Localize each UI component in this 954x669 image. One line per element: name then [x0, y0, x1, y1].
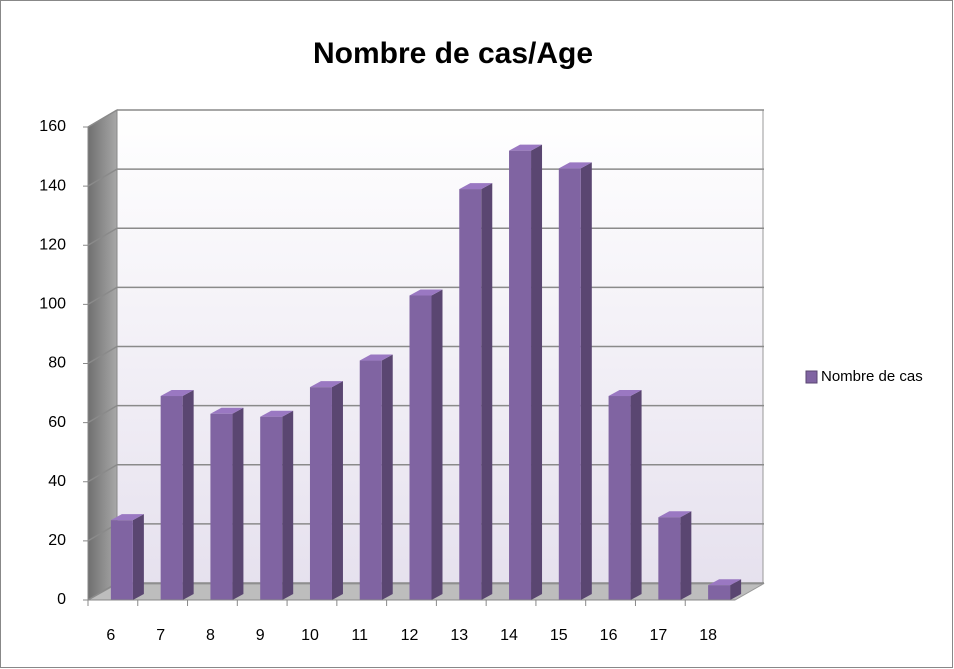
bar	[359, 360, 382, 600]
bar-top	[708, 579, 742, 586]
y-tick-label: 140	[39, 177, 66, 194]
grid-line	[87, 404, 118, 424]
bar-side	[331, 381, 343, 600]
bar-top	[658, 511, 692, 518]
bar-side	[282, 410, 294, 600]
x-tick-label: 8	[206, 627, 215, 644]
y-tick-label: 80	[48, 355, 66, 372]
bar-top	[509, 144, 543, 151]
bar-top	[210, 407, 244, 414]
x-tick-label: 18	[699, 627, 717, 644]
grid-line	[87, 345, 118, 365]
x-tick-label: 7	[156, 627, 165, 644]
bar-top	[558, 162, 592, 169]
y-tick-label: 0	[57, 591, 66, 608]
plot	[83, 109, 764, 606]
x-tick-label: 12	[401, 627, 419, 644]
bar-top	[309, 381, 343, 388]
bar	[260, 416, 283, 600]
y-tick-label: 100	[39, 296, 66, 313]
bar	[210, 413, 233, 600]
bar	[459, 189, 482, 601]
x-tick-label: 11	[351, 627, 368, 644]
bar	[608, 396, 631, 600]
x-tick-label: 14	[500, 627, 518, 644]
bar-top	[110, 514, 144, 521]
bar-side	[232, 407, 244, 600]
bar-side	[182, 390, 194, 600]
x-tick-label: 17	[649, 627, 667, 644]
bar-side	[680, 511, 692, 600]
chart-title: Nombre de cas/Age	[313, 37, 593, 70]
y-tick-label: 120	[39, 236, 66, 253]
bar	[110, 520, 133, 600]
x-tick-label: 6	[106, 627, 115, 644]
bar	[309, 387, 332, 600]
legend-swatch	[805, 370, 818, 384]
bar-side	[630, 390, 642, 600]
x-tick-label: 9	[256, 627, 265, 644]
x-tick-label: 10	[301, 627, 319, 644]
bar-top	[260, 410, 294, 417]
y-tick-label: 160	[39, 118, 66, 135]
bar-side	[531, 144, 543, 600]
x-tick-label: 15	[550, 627, 568, 644]
grid-line	[87, 464, 118, 483]
bar-top	[459, 183, 493, 190]
bar	[658, 517, 681, 600]
bar-top	[359, 354, 393, 361]
bar	[558, 168, 581, 600]
bar-side	[132, 514, 144, 600]
bar	[509, 150, 532, 600]
bar	[409, 295, 432, 600]
bar-side	[431, 289, 443, 600]
grid-line	[87, 109, 118, 128]
x-tick-label: 13	[450, 627, 468, 644]
bar	[160, 396, 183, 600]
y-tick-label: 60	[48, 414, 66, 431]
bar-top	[409, 289, 443, 296]
bar-top	[608, 390, 642, 397]
bar-side	[481, 183, 493, 601]
legend-label: Nombre de cas	[821, 368, 923, 385]
bar-side	[580, 162, 592, 600]
grid-line	[87, 286, 118, 306]
y-tick-label: 40	[48, 473, 66, 490]
grid-line	[87, 227, 118, 246]
grid-line	[87, 168, 118, 187]
y-tick-label: 20	[48, 532, 66, 549]
bar-top	[160, 390, 194, 397]
x-tick-label: 16	[600, 627, 618, 644]
bar-side	[730, 579, 742, 600]
bar	[708, 585, 731, 600]
bar-side	[381, 354, 393, 600]
